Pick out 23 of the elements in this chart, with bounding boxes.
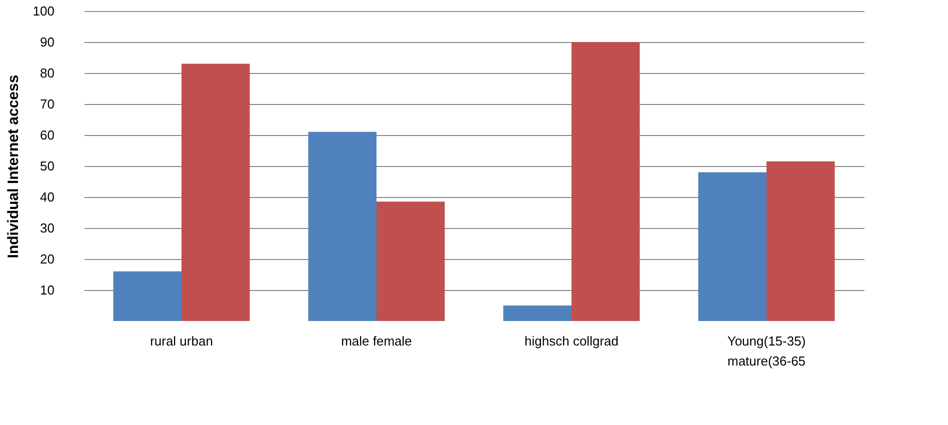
y-tick-label: 50: [40, 158, 54, 174]
y-axis-title: Individual Internet access: [4, 74, 22, 258]
x-tick-label: Young(15-35) mature(36-65: [727, 334, 806, 368]
bar: [572, 42, 640, 321]
y-tick-label: 20: [40, 252, 54, 266]
y-tick-label: 60: [40, 128, 54, 142]
y-tick-label: 100: [32, 4, 54, 18]
bar: [308, 132, 376, 321]
y-tick-label: 90: [40, 34, 54, 50]
bar: [113, 271, 182, 321]
bar: [766, 161, 835, 321]
y-tick-label: 30: [40, 220, 54, 236]
x-tick-label: rural urban: [150, 334, 213, 348]
bar: [503, 306, 572, 321]
y-tick-label: 40: [40, 190, 54, 204]
x-tick-label: highsch collgrad: [524, 334, 618, 348]
y-tick-label: 10: [40, 282, 54, 298]
y-tick-label: 70: [40, 96, 54, 112]
bar: [182, 64, 250, 321]
bar: [698, 172, 766, 321]
bar: [376, 202, 445, 321]
x-tick-label: male female: [341, 334, 412, 348]
y-tick-label: 80: [40, 66, 54, 80]
